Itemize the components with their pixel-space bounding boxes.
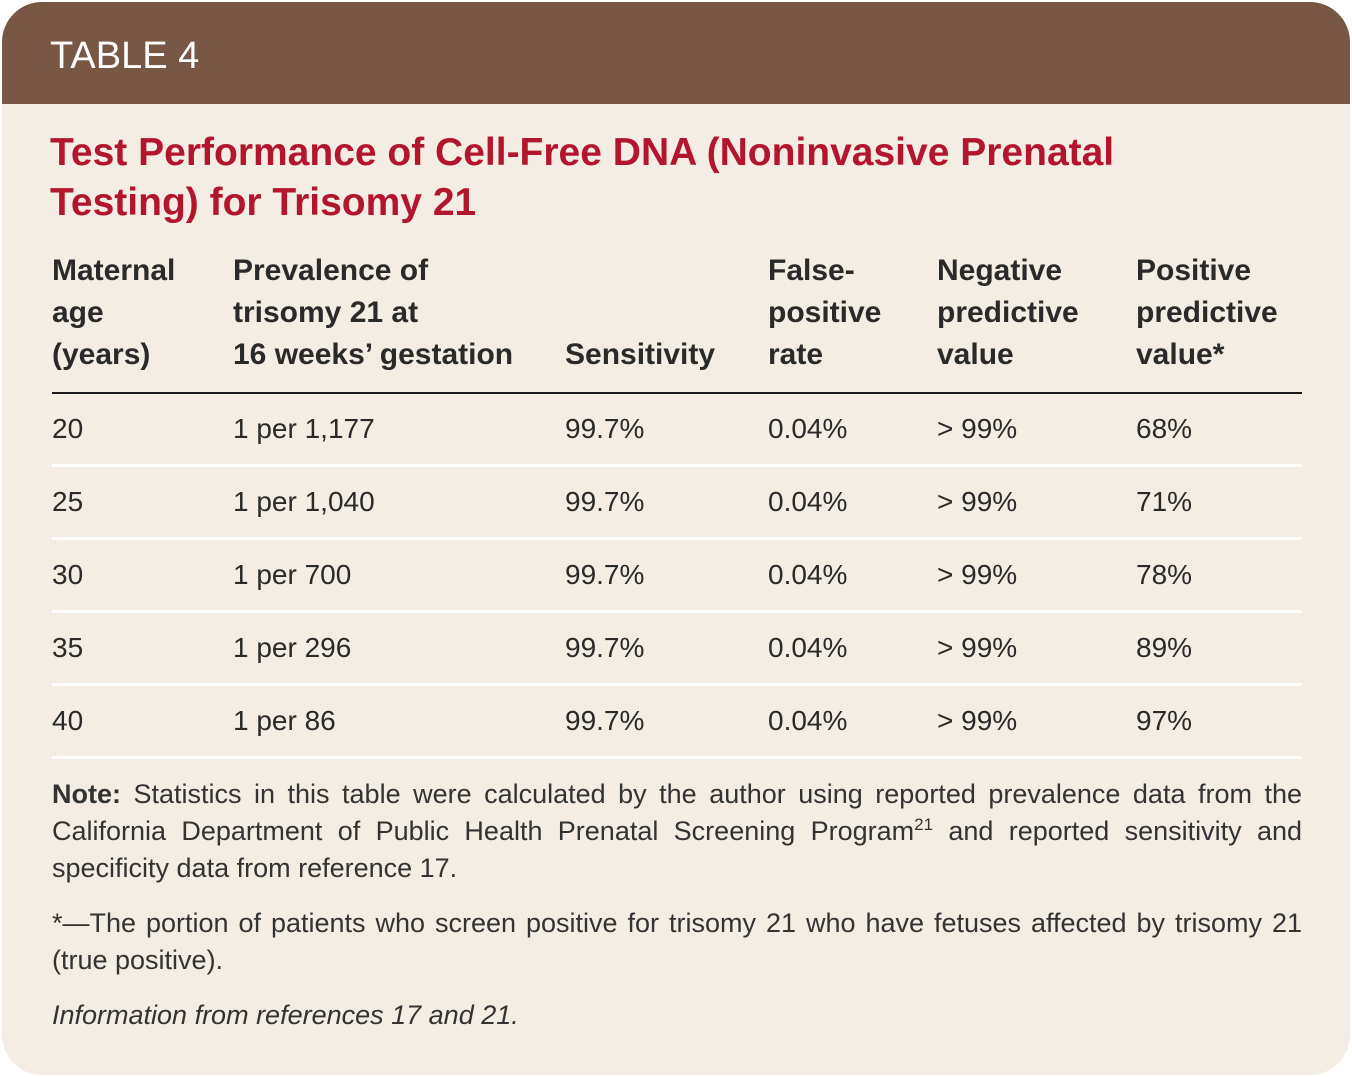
table-cell: 89% [1136, 611, 1302, 686]
table-title: Test Performance of Cell-Free DNA (Nonin… [50, 131, 1115, 224]
column-header: Negative predictive value [937, 250, 1136, 394]
column-header: Sensitivity [565, 250, 768, 394]
table-cell: 0.04% [768, 538, 937, 613]
header-line: rate [768, 338, 824, 371]
table-cell: > 99% [937, 684, 1136, 759]
header-line: trisomy 21 at [233, 296, 419, 329]
column-header: Prevalence of trisomy 21 at 16 weeks’ gest… [233, 250, 565, 394]
header-line: age [52, 296, 104, 329]
table-cell: 97% [1136, 684, 1302, 759]
note: Note: Statistics in this table were calc… [52, 776, 1302, 887]
table-cell: > 99% [937, 393, 1136, 467]
table-cell: 1 per 296 [233, 611, 565, 686]
table-cell: 1 per 1,040 [233, 465, 565, 540]
note-text: Statistics in this table were calculated… [52, 779, 1302, 846]
header-line: Negative [937, 254, 1063, 287]
header-bar: TABLE 4 [2, 2, 1350, 104]
table-cell: 1 per 1,177 [233, 393, 565, 467]
table-cell: 40 [52, 684, 233, 759]
header-line: predictive [1136, 296, 1278, 329]
note-label: Note: [52, 779, 121, 809]
table-row: 30 1 per 700 99.7% 0.04% > 99% 78% [52, 538, 1302, 613]
header-line: positive [768, 296, 882, 329]
table-cell: 0.04% [768, 611, 937, 686]
column-header: Positive predictive value* [1136, 250, 1302, 394]
table-row: 25 1 per 1,040 99.7% 0.04% > 99% 71% [52, 465, 1302, 540]
table-cell: > 99% [937, 538, 1136, 613]
table-cell: > 99% [937, 465, 1136, 540]
table-body: 20 1 per 1,177 99.7% 0.04% > 99% 68% 25 1 per 1… [52, 393, 1302, 759]
table-cell: 99.7% [565, 684, 768, 759]
table-cell: > 99% [937, 611, 1136, 686]
header-line: value* [1136, 338, 1225, 371]
column-header: Maternal age (years) [52, 250, 233, 394]
table-row: 35 1 per 296 99.7% 0.04% > 99% 89% [52, 611, 1302, 686]
column-header: False-positive rate [768, 250, 937, 394]
table-cell: 71% [1136, 465, 1302, 540]
table-row: 20 1 per 1,177 99.7% 0.04% > 99% 68% [52, 393, 1302, 467]
table-cell: 68% [1136, 393, 1302, 467]
table-label: TABLE 4 [50, 35, 200, 77]
table-cell: 25 [52, 465, 233, 540]
header-line: Positive [1136, 254, 1252, 287]
note-text: and reported sensitivity and specificity… [52, 816, 1302, 883]
header-line: 16 weeks’ gestation [233, 338, 514, 371]
table-cell: 99.7% [565, 538, 768, 613]
header-line: Sensitivity [565, 338, 716, 371]
header-line: value [937, 338, 1014, 371]
table-cell: 0.04% [768, 393, 937, 467]
header-line: False- [768, 254, 855, 287]
data-table: Maternal age (years) Prevalence of trisomy 2… [52, 250, 1302, 759]
source: Information from references 17 and 21. [52, 1000, 519, 1030]
table-cell: 99.7% [565, 393, 768, 467]
table-row: 40 1 per 86 99.7% 0.04% > 99% 97% [52, 684, 1302, 759]
header-line: Prevalence of [233, 254, 429, 287]
header-line: Maternal [52, 254, 176, 287]
table-cell: 20 [52, 393, 233, 467]
table-cell: 35 [52, 611, 233, 686]
table-cell: 30 [52, 538, 233, 613]
header-line: predictive [937, 296, 1079, 329]
table-cell: 1 per 700 [233, 538, 565, 613]
header-row: Maternal age (years) Prevalence of trisomy 2… [52, 250, 1302, 394]
table-cell: 78% [1136, 538, 1302, 613]
table-cell: 0.04% [768, 465, 937, 540]
table-cell: 1 per 86 [233, 684, 565, 759]
footnote: *—The portion of patients who screen pos… [52, 908, 1302, 975]
table-cell: 99.7% [565, 465, 768, 540]
header-line: (years) [52, 338, 151, 371]
table-cell: 99.7% [565, 611, 768, 686]
table-cell: 0.04% [768, 684, 937, 759]
note-superscript: 21 [914, 815, 934, 834]
